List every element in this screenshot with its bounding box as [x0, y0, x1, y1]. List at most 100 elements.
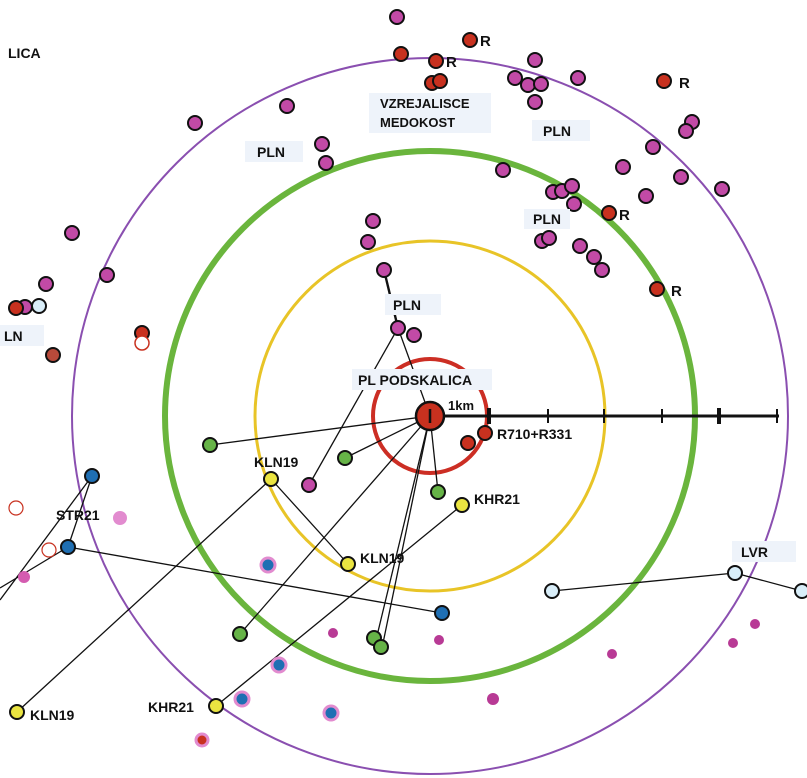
map-marker [360, 234, 376, 250]
map-marker [728, 638, 738, 648]
label-pl-podskalica: PL PODSKALICA [358, 372, 472, 388]
map-marker [487, 693, 499, 705]
map-marker [18, 571, 30, 583]
map-marker [64, 225, 80, 241]
map-marker [520, 77, 536, 93]
map-marker [38, 276, 54, 292]
map-marker [301, 477, 317, 493]
label-r: R [679, 75, 690, 92]
map-marker [279, 98, 295, 114]
map-marker [570, 70, 586, 86]
map-marker [794, 583, 807, 599]
label-khr21: KHR21 [474, 491, 520, 507]
label-backgrounds [0, 93, 796, 562]
map-marker [232, 626, 248, 642]
label-kln19: KLN19 [360, 550, 405, 566]
label-r710-r331: R710+R331 [497, 426, 572, 442]
label-scale-1km: 1km [448, 398, 474, 413]
map-marker [9, 704, 25, 720]
map-marker [430, 484, 446, 500]
map-marker [376, 262, 392, 278]
label-pln: PLN [393, 297, 421, 313]
yellow-markers [9, 471, 470, 720]
label-pln: PLN [533, 211, 561, 227]
map-marker [432, 73, 448, 89]
map-marker [572, 238, 588, 254]
label-str21: STR21 [56, 507, 100, 523]
map-marker [8, 300, 24, 316]
map-marker [564, 178, 580, 194]
map-marker [601, 205, 617, 221]
connection-lines [0, 269, 803, 713]
map-marker [495, 162, 511, 178]
map-marker [434, 605, 450, 621]
map-marker [270, 656, 288, 674]
map-marker [208, 698, 224, 714]
map-marker [428, 53, 444, 69]
label-ln: LN [4, 328, 23, 344]
map-marker [541, 230, 557, 246]
map-marker [527, 52, 543, 68]
map-marker [45, 347, 61, 363]
distance-scale-icon [430, 408, 779, 424]
map-marker [365, 213, 381, 229]
map-marker [594, 262, 610, 278]
map-marker [31, 298, 47, 314]
map-marker [607, 649, 617, 659]
map-marker [328, 628, 338, 638]
label-r: R [446, 54, 457, 71]
map-marker [233, 690, 251, 708]
map-marker [340, 556, 356, 572]
label-pln: PLN [543, 123, 571, 139]
map-marker [566, 196, 582, 212]
map-marker [314, 136, 330, 152]
label-r: R [480, 33, 491, 50]
map-marker [41, 542, 57, 558]
map-marker [533, 76, 549, 92]
map-marker [318, 155, 334, 171]
label-lvr: LVR [741, 544, 768, 560]
map-marker [259, 556, 277, 574]
map-marker [263, 471, 279, 487]
map-marker [113, 511, 127, 525]
faded-markers [8, 335, 760, 748]
map-marker [649, 281, 665, 297]
map-marker [373, 639, 389, 655]
map-marker [460, 435, 476, 451]
map-marker [202, 437, 218, 453]
map-marker [134, 335, 150, 351]
label-lica: LICA [8, 45, 41, 61]
label-medokost: MEDOKOST [380, 115, 455, 130]
apiary-center-icon [414, 400, 446, 432]
map-marker [322, 704, 340, 722]
label-r: R [671, 283, 682, 300]
map-labels: LICA VZREJALISCE MEDOKOST PLN PLN PLN PL… [4, 33, 768, 723]
map-marker [638, 188, 654, 204]
map-marker [656, 73, 672, 89]
map-marker [406, 327, 422, 343]
map-marker [645, 139, 661, 155]
map-marker [544, 583, 560, 599]
map-marker [477, 425, 493, 441]
label-vzrejalisce: VZREJALISCE [380, 96, 470, 111]
label-kln19: KLN19 [30, 707, 75, 723]
map-marker [194, 732, 210, 748]
map-marker [8, 500, 24, 516]
label-pln: PLN [257, 144, 285, 160]
blue-markers [60, 468, 450, 621]
map-marker [393, 46, 409, 62]
map-marker [60, 539, 76, 555]
map-marker [389, 9, 405, 25]
map-marker [714, 181, 730, 197]
map-marker [727, 565, 743, 581]
label-r: R [619, 207, 630, 224]
map-marker [527, 94, 543, 110]
pln-markers [17, 9, 730, 493]
label-khr21: KHR21 [148, 699, 194, 715]
label-kln19: KLN19 [254, 454, 299, 470]
map-marker [586, 249, 602, 265]
map-marker [390, 320, 406, 336]
green-markers [202, 437, 446, 655]
map-marker [678, 123, 694, 139]
